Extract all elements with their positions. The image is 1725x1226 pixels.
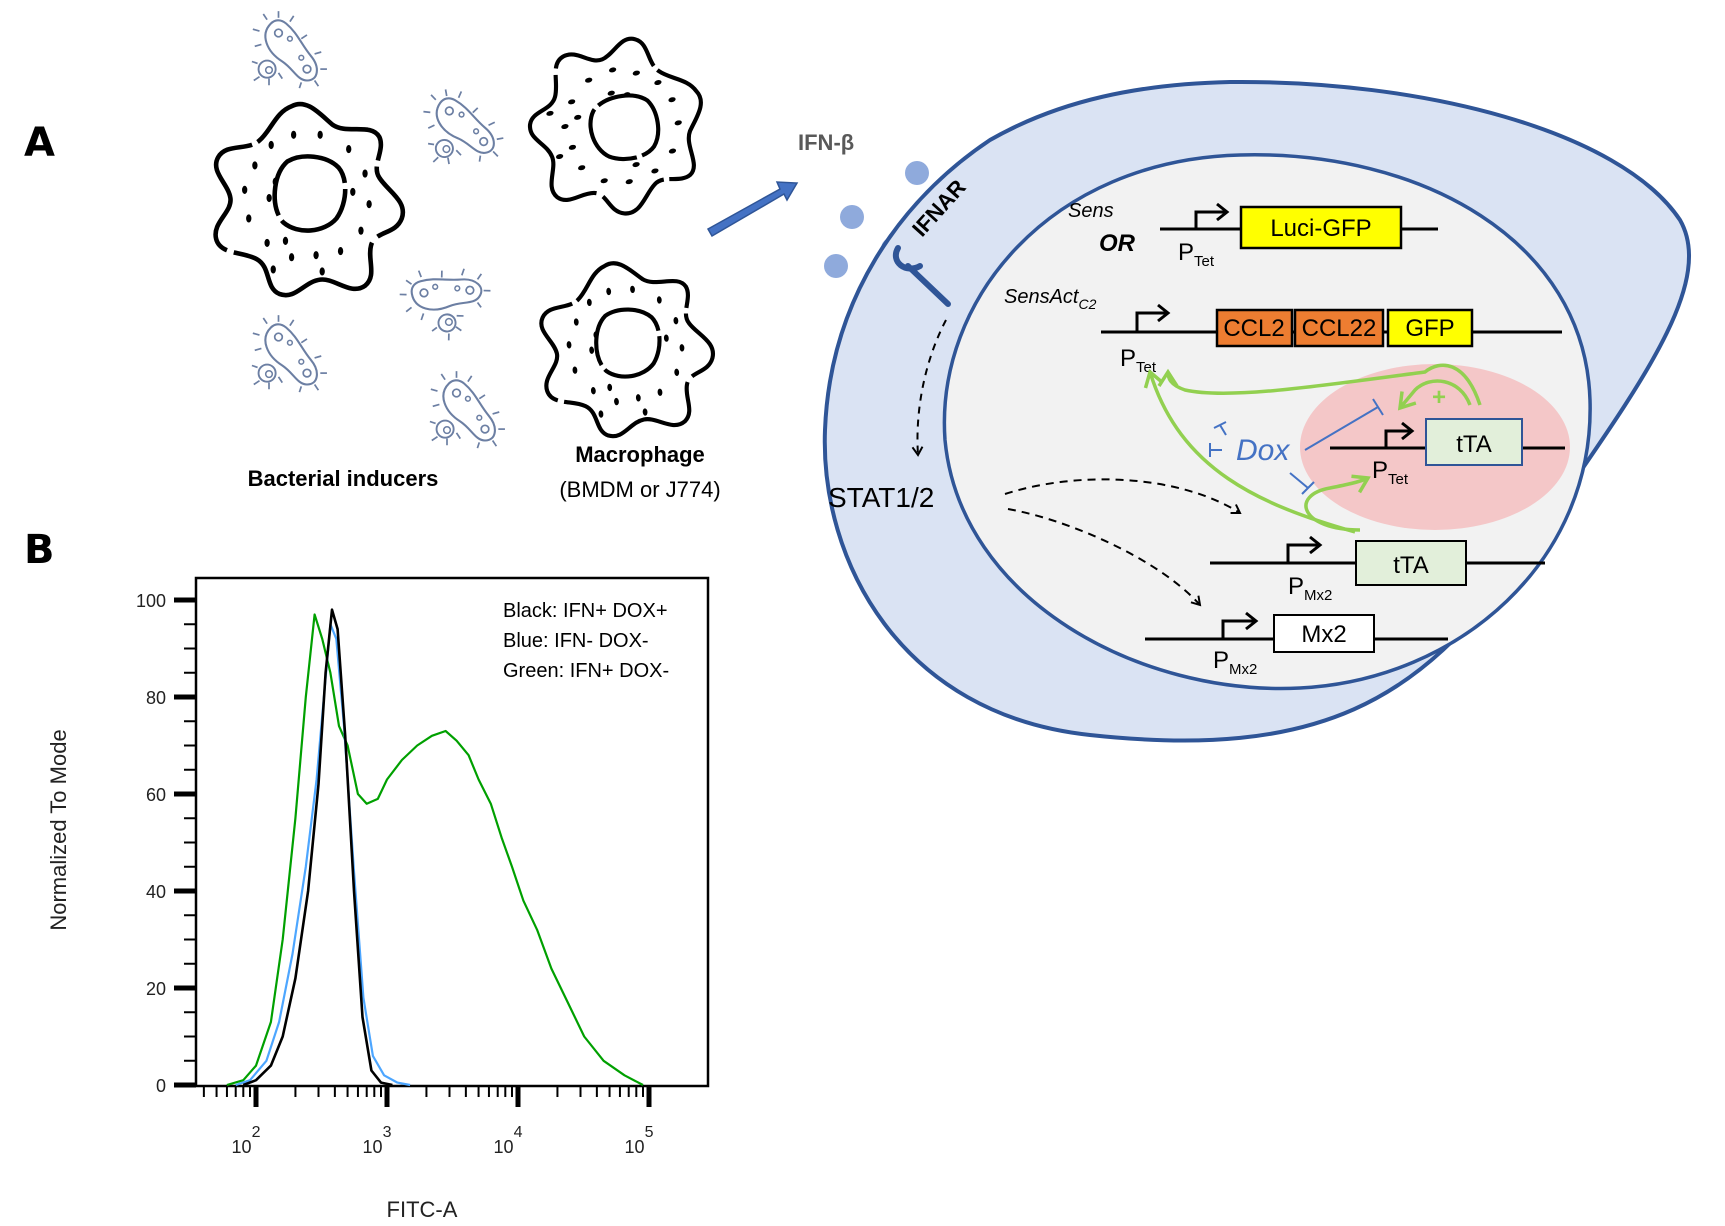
dox-inhibition-lines [1209,398,1384,495]
gene-label: tTA [1456,431,1492,458]
panel-b: B 0 20 40 60 80 100 102 103 104 105 Black: IFN+ … [24,527,710,1222]
construct-sensact: SensActC2 CCL2 CCL22 GFP PTet [1004,286,1562,376]
gene-label: GFP [1405,315,1454,342]
x-tick-label: 105 [625,1124,654,1157]
legend-entry-black: Black: IFN+ DOX+ [503,600,668,622]
bacterium-icon [428,370,506,450]
gene-ccl2 [1215,308,1294,348]
secretion-arrow [706,181,799,238]
y-tick-label: 0 [156,1076,166,1096]
bacteria-label: Bacterial inducers [248,466,439,491]
construct-sens: Sens OR Luci-GFP PTet [1068,200,1438,270]
dox-label: Dox [1236,434,1290,467]
bacterium-icon [389,239,498,348]
histogram-chart: 0 20 40 60 80 100 102 103 104 105 Black: IFN+ DO… [46,576,710,1222]
histogram-curve [242,608,393,1087]
y-axis: 0 20 40 60 80 100 [136,591,196,1096]
gene-label: CCL2 [1223,315,1284,342]
sens-label: Sens [1068,200,1114,222]
gene-ccl22 [1293,308,1385,348]
x-tick-label: 103 [363,1124,392,1157]
gene-tta [1355,540,1467,586]
macrophage-icon [536,255,719,441]
macrophage-icon [216,104,403,295]
gene-gfp [1386,308,1474,348]
histogram-curves [226,608,644,1087]
panel-a: A Bacterial inducers Macrophage (BMDM or… [24,10,1691,743]
gene-label: tTA [1393,552,1429,579]
ifnar-receptor [893,245,951,307]
plot-area [194,576,710,1088]
gene-label: Luci-GFP [1270,215,1371,242]
panel-a-label: A [24,120,55,166]
y-tick-label: 20 [146,979,166,999]
macrophage-label: Macrophage [575,442,705,467]
gene-mx2 [1273,614,1375,653]
x-axis-label: FITC-A [387,1197,458,1222]
macrophage-icon [514,25,724,233]
gene-label: Mx2 [1301,621,1346,648]
y-axis-label: Normalized To Mode [46,729,71,930]
activation-arrows [1143,363,1482,534]
legend-entry-blue: Blue: IFN- DOX- [503,630,649,652]
construct-mx2-tta: tTA PMx2 [1210,535,1545,604]
construct-tet-tta: tTA PTet [1330,418,1565,488]
y-tick-label: 60 [146,785,166,805]
promoter-label: PTet [1178,239,1215,270]
legend-entry-green: Green: IFN+ DOX- [503,660,669,682]
histogram-curve [226,613,644,1087]
macrophage-sublabel: (BMDM or J774) [559,477,720,502]
x-tick-label: 102 [232,1124,261,1157]
x-axis: 102 103 104 105 [202,1085,654,1157]
stat-to-tta-arrow [1004,478,1242,515]
bacterium-icon [418,79,508,171]
gene-luci-gfp [1239,205,1403,250]
or-label: OR [1099,230,1136,257]
signal-arrow [911,319,947,457]
bacterium-icon [250,10,328,90]
promoter-label: PTet [1372,457,1409,488]
x-tick-label: 104 [494,1124,523,1157]
bacterium-icon [250,314,328,394]
construct-mx2: Mx2 PMx2 [1145,611,1448,678]
gene-tta [1425,418,1523,466]
panel-b-label: B [24,527,55,573]
promoter-label: PMx2 [1213,647,1257,678]
stat-label: STAT1/2 [828,482,934,513]
plus-label: + [1432,384,1446,411]
y-tick-label: 100 [136,591,166,611]
promoter-label: PMx2 [1288,573,1332,604]
gene-label: CCL22 [1302,315,1377,342]
sensact-label: SensActC2 [1004,286,1097,312]
y-tick-label: 80 [146,688,166,708]
ifn-beta-label: IFN-β [798,130,854,155]
y-tick-label: 40 [146,882,166,902]
